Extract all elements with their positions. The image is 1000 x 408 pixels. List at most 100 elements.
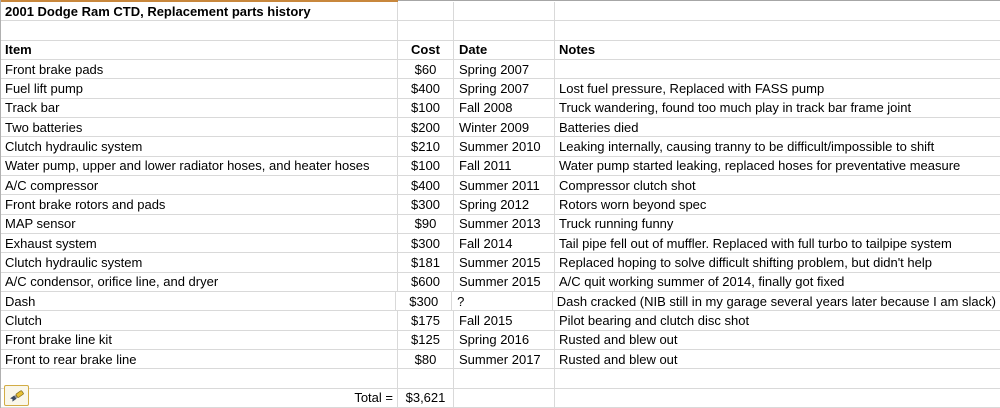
accent-top-border (1, 0, 398, 2)
cell-notes[interactable] (555, 60, 1000, 80)
cell-cost[interactable]: $400 (398, 79, 454, 99)
cell-item[interactable]: Water pump, upper and lower radiator hos… (1, 156, 398, 176)
cell-cost[interactable]: $181 (398, 253, 454, 273)
empty-cell[interactable] (454, 369, 555, 389)
cell-notes[interactable]: Truck wandering, found too much play in … (555, 99, 1000, 118)
empty-cell[interactable] (398, 21, 454, 41)
total-label-cell[interactable]: Total = (1, 388, 398, 408)
cell-cost[interactable]: $125 (398, 330, 454, 350)
cell-date[interactable]: Summer 2015 (454, 253, 555, 273)
sheet-title-cell[interactable]: 2001 Dodge Ram CTD, Replacement parts hi… (1, 2, 398, 22)
cell-cost[interactable]: $90 (398, 214, 454, 234)
cell-date[interactable]: ? (452, 291, 553, 312)
cell-notes[interactable]: Lost fuel pressure, Replaced with FASS p… (555, 79, 1000, 99)
cell-notes[interactable]: Truck running funny (555, 215, 1000, 234)
empty-cell[interactable] (454, 21, 555, 41)
table-row: Front brake pads $60 Spring 2007 (1, 59, 1000, 80)
cell-cost[interactable]: $100 (398, 98, 454, 118)
table-row: Two batteries $200 Winter 2009 Batteries di… (1, 117, 1000, 138)
cell-item[interactable]: Dash (1, 291, 397, 312)
cell-item[interactable]: Exhaust system (1, 233, 398, 254)
cell-date[interactable]: Fall 2014 (454, 233, 555, 254)
cell-date[interactable]: Summer 2011 (454, 175, 555, 196)
cell-item[interactable]: MAP sensor (1, 214, 398, 234)
cell-notes[interactable]: Water pump started leaking, replaced hos… (555, 157, 1000, 176)
table-row: A/C condensor, orifice line, and dryer $6… (1, 272, 1000, 292)
column-header-cost[interactable]: Cost (398, 40, 454, 60)
total-row: Total = $3,621 (1, 388, 1000, 408)
cell-notes[interactable]: Batteries died (555, 118, 1000, 138)
table-row: Exhaust system $300 Fall 2014 Tail pipe fel… (1, 233, 1000, 254)
empty-cell[interactable] (454, 2, 555, 22)
empty-cell[interactable] (555, 21, 1000, 41)
cell-item[interactable]: Front brake line kit (1, 330, 398, 350)
cell-item[interactable]: Track bar (1, 98, 398, 118)
cell-notes[interactable]: Dash cracked (NIB still in my garage sev… (552, 292, 1000, 312)
column-header-notes[interactable]: Notes (555, 41, 1000, 60)
cell-item[interactable]: Two batteries (1, 117, 398, 138)
cell-notes[interactable]: Tail pipe fell out of muffler. Replaced … (555, 234, 1000, 254)
cell-item[interactable]: Clutch hydraulic system (1, 137, 398, 157)
cell-date[interactable]: Fall 2011 (454, 156, 555, 176)
empty-cell[interactable] (555, 369, 1000, 389)
cell-date[interactable]: Summer 2017 (454, 349, 555, 370)
cell-item[interactable]: Fuel lift pump (1, 79, 398, 99)
cell-cost[interactable]: $300 (396, 291, 453, 312)
cell-date[interactable]: Spring 2016 (454, 330, 555, 350)
cell-item[interactable]: Clutch hydraulic system (1, 253, 398, 273)
cell-notes[interactable]: Leaking internally, causing tranny to be… (555, 137, 1000, 157)
empty-cell[interactable] (555, 389, 1000, 408)
cell-cost[interactable]: $60 (398, 59, 454, 80)
empty-cell[interactable] (454, 388, 555, 408)
empty-cell[interactable] (1, 369, 398, 389)
cell-date[interactable]: Spring 2007 (454, 79, 555, 99)
cell-cost[interactable]: $210 (398, 137, 454, 157)
cell-item[interactable]: Front to rear brake line (1, 349, 398, 370)
empty-cell[interactable] (555, 2, 1000, 22)
total-value-cell[interactable]: $3,621 (398, 388, 454, 408)
cell-notes[interactable]: Rotors worn beyond spec (555, 195, 1000, 215)
blank-row (1, 21, 1000, 41)
cell-date[interactable]: Fall 2008 (454, 98, 555, 118)
empty-cell[interactable] (398, 369, 454, 389)
cell-item[interactable]: A/C condensor, orifice line, and dryer (1, 272, 398, 292)
cell-cost[interactable]: $300 (398, 233, 454, 254)
cell-notes[interactable]: Pilot bearing and clutch disc shot (555, 311, 1000, 331)
cell-date[interactable]: Spring 2012 (454, 195, 555, 215)
cell-notes[interactable]: Replaced hoping to solve difficult shift… (555, 253, 1000, 273)
column-header-date[interactable]: Date (454, 40, 555, 60)
table-row: A/C compressor $400 Summer 2011 Compressor … (1, 175, 1000, 196)
cell-cost[interactable]: $300 (398, 195, 454, 215)
empty-cell[interactable] (398, 2, 454, 22)
cell-date[interactable]: Spring 2007 (454, 59, 555, 80)
cell-item[interactable]: A/C compressor (1, 175, 398, 196)
cell-notes[interactable]: Rusted and blew out (555, 331, 1000, 350)
cell-date[interactable]: Summer 2010 (454, 137, 555, 157)
cell-notes[interactable]: A/C quit working summer of 2014, finally… (555, 273, 1000, 292)
cell-date[interactable]: Summer 2015 (454, 272, 555, 292)
cell-cost[interactable]: $400 (398, 175, 454, 196)
table-row: Front brake rotors and pads $300 Spring 20… (1, 195, 1000, 215)
table-row: MAP sensor $90 Summer 2013 Truck running fu… (1, 214, 1000, 234)
table-row: Fuel lift pump $400 Spring 2007 Lost fuel p… (1, 79, 1000, 99)
brush-button[interactable] (4, 385, 29, 406)
cell-item[interactable]: Front brake pads (1, 59, 398, 80)
cell-date[interactable]: Fall 2015 (454, 311, 555, 331)
cell-notes[interactable]: Compressor clutch shot (555, 176, 1000, 196)
cell-cost[interactable]: $100 (398, 156, 454, 176)
column-header-item[interactable]: Item (1, 40, 398, 60)
cell-cost[interactable]: $200 (398, 117, 454, 138)
table-row: Front brake line kit $125 Spring 2016 Ruste… (1, 330, 1000, 350)
cell-cost[interactable]: $175 (398, 311, 454, 331)
cell-item[interactable]: Clutch (1, 311, 398, 331)
cell-cost[interactable]: $80 (398, 349, 454, 370)
empty-cell[interactable] (1, 21, 398, 41)
cell-cost[interactable]: $600 (398, 272, 454, 292)
table-row: Clutch hydraulic system $210 Summer 2010 Le… (1, 137, 1000, 157)
cell-date[interactable]: Summer 2013 (454, 214, 555, 234)
cell-notes[interactable]: Rusted and blew out (555, 350, 1000, 370)
cell-date[interactable]: Winter 2009 (454, 117, 555, 138)
cell-item[interactable]: Front brake rotors and pads (1, 195, 398, 215)
